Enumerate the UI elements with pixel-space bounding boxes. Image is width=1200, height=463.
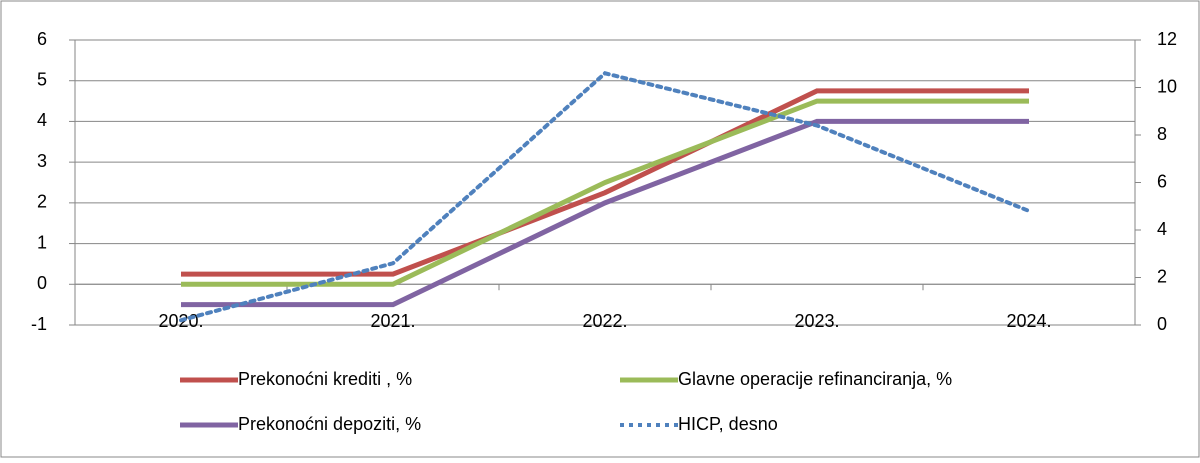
y2-tick-label: 0 [1157,314,1167,334]
y-tick-label: 0 [37,273,47,293]
y2-tick-label: 10 [1157,76,1177,96]
y-tick-label: 2 [37,192,47,212]
y2-tick-label: 4 [1157,219,1167,239]
legend-label: Glavne operacije refinanciranja, % [678,369,952,389]
series-line [181,88,1029,277]
y-tick-label: 6 [37,29,47,49]
legend-label: HICP, desno [678,414,778,434]
y-tick-label: -1 [31,314,47,334]
series-line [181,118,1029,308]
legend-label: Prekonoćni krediti , % [238,369,412,389]
y-tick-label: 4 [37,110,47,130]
x-tick-label: 2022. [582,311,627,331]
series-line [179,71,1031,323]
y2-tick-label: 2 [1157,266,1167,286]
y-tick-label: 5 [37,69,47,89]
y2-tick-label: 6 [1157,171,1167,191]
legend-label: Prekonoćni depoziti, % [238,414,421,434]
y-tick-label: 1 [37,232,47,252]
x-tick-label: 2023. [794,311,839,331]
y2-tick-label: 12 [1157,29,1177,49]
y-tick-label: 3 [37,151,47,171]
x-tick-label: 2024. [1006,311,1051,331]
x-tick-label: 2021. [370,311,415,331]
y2-tick-label: 8 [1157,124,1167,144]
